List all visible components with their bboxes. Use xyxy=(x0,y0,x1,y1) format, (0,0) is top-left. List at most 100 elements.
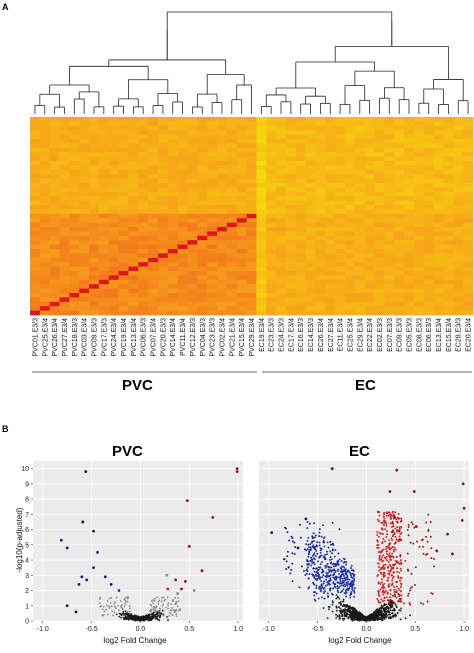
heatmap-cell xyxy=(49,191,60,197)
heatmap-cell xyxy=(128,165,139,171)
heatmap-cell xyxy=(108,297,119,303)
heatmap-cell xyxy=(266,253,277,259)
heatmap-cell xyxy=(59,257,70,263)
heatmap-cell xyxy=(305,143,316,149)
data-point xyxy=(145,618,148,621)
heatmap-cell xyxy=(463,306,474,311)
heatmap-cell xyxy=(325,235,336,241)
data-point xyxy=(165,606,167,609)
heatmap-cell xyxy=(433,240,444,245)
heatmap-cell xyxy=(364,147,375,153)
heatmap-cell xyxy=(305,213,316,219)
data-point xyxy=(162,609,165,612)
heatmap-cell xyxy=(433,293,444,298)
heatmap-cell xyxy=(433,191,444,197)
data-point xyxy=(149,617,151,620)
heatmap-cell xyxy=(89,249,100,254)
heatmap-cell xyxy=(404,161,415,166)
heatmap-cell xyxy=(256,205,267,210)
heatmap-cell xyxy=(335,209,346,215)
data-point xyxy=(343,592,346,595)
heatmap-cell xyxy=(394,161,405,166)
heatmap-cell xyxy=(433,231,444,237)
heatmap-cell xyxy=(197,297,208,303)
heatmap-cell xyxy=(443,139,454,144)
heatmap-cell xyxy=(207,266,218,272)
heatmap-cell xyxy=(246,139,257,144)
heatmap-cell xyxy=(226,235,238,241)
heatmap-cell xyxy=(423,169,435,175)
heatmap-cell xyxy=(177,222,188,228)
data-point xyxy=(176,605,179,608)
heatmap-cell xyxy=(266,134,277,140)
data-point xyxy=(342,600,344,603)
heatmap-cell xyxy=(246,178,257,184)
heatmap-cell xyxy=(108,196,119,201)
heatmap-cell xyxy=(256,178,267,184)
data-point xyxy=(335,575,338,578)
heatmap-cell xyxy=(157,293,169,298)
heatmap-cell xyxy=(98,143,110,149)
heatmap-cell xyxy=(59,152,70,157)
heatmap-cell xyxy=(354,240,366,245)
heatmap-cell xyxy=(453,130,464,135)
heatmap-cell xyxy=(98,156,110,162)
heatmap-cell xyxy=(345,196,356,201)
heatmap-cell xyxy=(374,301,385,307)
heatmap-cell xyxy=(413,209,425,215)
data-point xyxy=(341,590,344,592)
data-point xyxy=(395,589,398,592)
heatmap-cell xyxy=(354,209,366,215)
heatmap-cell xyxy=(108,301,119,307)
heatmap-cell xyxy=(69,297,80,303)
heatmap-cell xyxy=(177,235,188,241)
heatmap-cell xyxy=(335,213,346,219)
data-point xyxy=(391,577,394,579)
heatmap-cell xyxy=(325,297,336,303)
heatmap-cell xyxy=(187,209,198,215)
data-point xyxy=(376,518,379,521)
heatmap-cell xyxy=(276,235,287,241)
data-point xyxy=(135,617,138,620)
data-point xyxy=(340,560,343,563)
heatmap-cell xyxy=(98,293,110,298)
heatmap-cell xyxy=(39,205,51,210)
heatmap-cell xyxy=(226,222,238,228)
heatmap-cell xyxy=(305,200,316,206)
heatmap-cell xyxy=(305,222,316,228)
data-point xyxy=(322,587,325,590)
data-point xyxy=(110,596,113,599)
data-point xyxy=(126,616,128,619)
heatmap-cell xyxy=(404,288,415,294)
data-point xyxy=(394,511,397,514)
data-point xyxy=(308,562,311,565)
data-point xyxy=(305,543,308,546)
data-point xyxy=(388,563,391,566)
heatmap-cell xyxy=(226,275,238,281)
data-point xyxy=(387,572,390,575)
heatmap-cell xyxy=(226,218,238,223)
heatmap-cell xyxy=(246,297,257,303)
heatmap-cell xyxy=(108,227,119,232)
data-point xyxy=(392,529,395,532)
heatmap-cell xyxy=(443,161,454,166)
data-point xyxy=(158,609,161,612)
heatmap-cell xyxy=(364,288,375,294)
data-point xyxy=(349,574,352,577)
heatmap-cell xyxy=(49,262,60,267)
heatmap-cell xyxy=(285,205,297,210)
data-point xyxy=(329,562,332,565)
heatmap-cell xyxy=(453,310,464,316)
sample-label: EC08.E3/3 xyxy=(416,318,423,352)
heatmap-cell xyxy=(98,213,110,219)
heatmap-cell xyxy=(443,218,454,223)
data-point xyxy=(152,602,154,605)
heatmap-cell xyxy=(30,147,41,153)
heatmap-cell xyxy=(236,227,247,232)
heatmap-cell xyxy=(443,306,454,311)
data-point xyxy=(329,556,332,559)
heatmap-cell xyxy=(335,125,346,131)
sample-label: PVC09.E3/3 xyxy=(91,318,98,357)
heatmap-cell xyxy=(374,165,385,171)
data-point xyxy=(381,600,384,603)
